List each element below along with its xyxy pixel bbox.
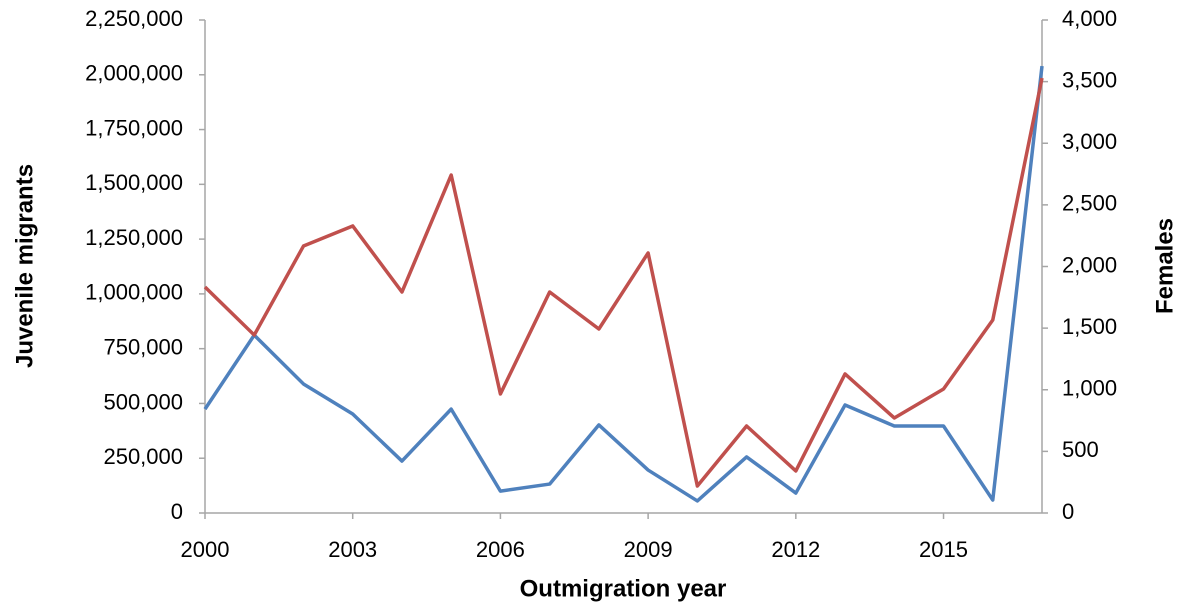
y2-tick-label: 4,000 (1062, 6, 1117, 31)
y2-tick-label: 500 (1062, 437, 1099, 462)
y-tick-label: 1,750,000 (85, 115, 183, 140)
y2-tick-label: 3,000 (1062, 129, 1117, 154)
x-tick-label: 2006 (476, 537, 525, 562)
y-tick-label: 2,250,000 (85, 6, 183, 31)
y2-axis-title: Females (1151, 218, 1178, 314)
x-tick-label: 2003 (328, 537, 377, 562)
y-axis-title: Juvenile migrants (11, 164, 38, 368)
y2-tick-label: 0 (1062, 499, 1074, 524)
y2-tick-label: 1,500 (1062, 314, 1117, 339)
x-axis-title: Outmigration year (520, 575, 727, 602)
y2-tick-label: 3,500 (1062, 67, 1117, 92)
y-tick-label: 750,000 (103, 334, 183, 359)
data-line (203, 77, 1044, 488)
data-line (203, 65, 1044, 503)
y-tick-label: 1,000,000 (85, 280, 183, 305)
y-tick-label: 2,000,000 (85, 61, 183, 86)
y-tick-label: 250,000 (103, 444, 183, 469)
x-tick-label: 2012 (771, 537, 820, 562)
x-tick-label: 2015 (919, 537, 968, 562)
y-tick-label: 1,500,000 (85, 170, 183, 195)
y-tick-label: 0 (171, 499, 183, 524)
x-tick-label: 2000 (181, 537, 230, 562)
y2-tick-label: 1,000 (1062, 376, 1117, 401)
y-tick-label: 500,000 (103, 389, 183, 414)
x-tick-label: 2009 (624, 537, 673, 562)
y-tick-label: 1,250,000 (85, 225, 183, 250)
y2-tick-label: 2,500 (1062, 191, 1117, 216)
y2-tick-label: 2,000 (1062, 252, 1117, 277)
